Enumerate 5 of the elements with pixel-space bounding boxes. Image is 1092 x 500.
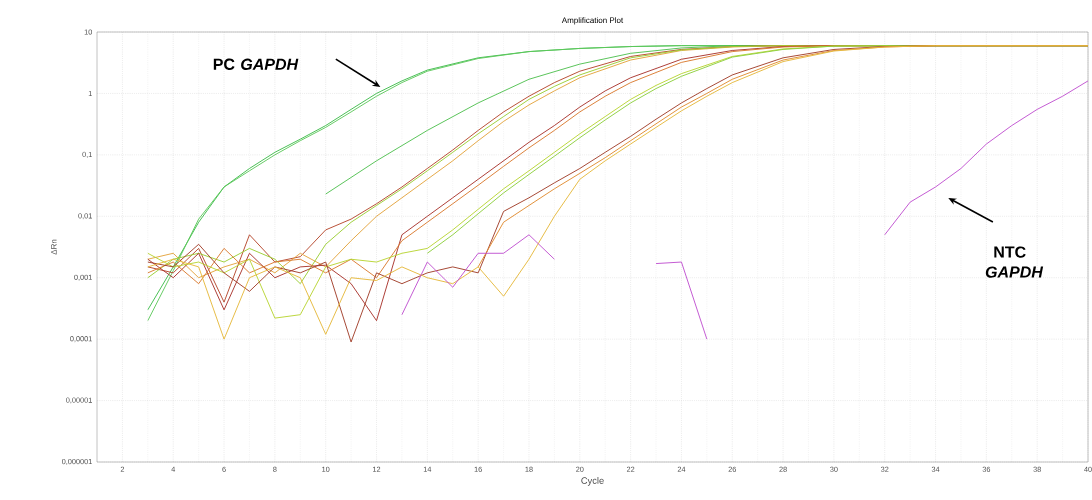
annotation: NTC GAPDH <box>985 246 1044 278</box>
chart-title: Amplification Plot <box>561 17 624 25</box>
y-axis-title: ΔRn <box>51 239 57 255</box>
x-axis-title: Cycle <box>581 477 604 486</box>
annotation: PC GAPDH <box>213 58 299 70</box>
